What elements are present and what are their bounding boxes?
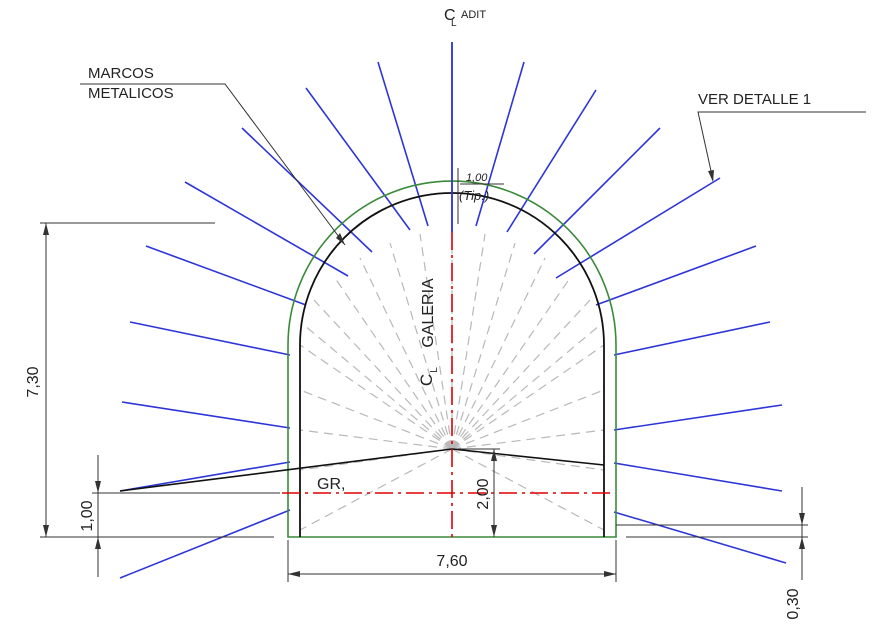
- rock-bolt: [119, 461, 291, 492]
- construction-ray: [451, 257, 546, 450]
- rock-bolt: [305, 87, 411, 231]
- marcos-label-line2: METALICOS: [88, 85, 174, 102]
- tip-label: (Tip.): [459, 188, 489, 203]
- dim-height-left: 1,00: [79, 500, 96, 531]
- construction-ray: [299, 429, 453, 450]
- marcos-label-line1: MARCOS: [88, 65, 154, 82]
- construction-ray: [451, 389, 605, 450]
- rock-bolt: [595, 245, 757, 306]
- rock-bolt: [533, 127, 661, 255]
- rock-bolt: [145, 245, 307, 306]
- marcos-leader-arrow: [336, 233, 345, 245]
- rock-bolt: [129, 321, 291, 356]
- construction-ray: [303, 324, 453, 450]
- ver-detalle-label: VER DETALLE 1: [698, 91, 811, 108]
- dim-200-arrow-bottom: [491, 525, 497, 537]
- construction-ray: [451, 429, 605, 450]
- grade-line-right: [451, 448, 605, 466]
- construction-ray: [389, 242, 453, 450]
- ver-detalle-leader: [697, 111, 866, 181]
- construction-ray: [451, 344, 605, 450]
- dim-height-total: 7,30: [25, 366, 42, 397]
- dim-height-center: 2,00: [475, 478, 492, 509]
- construction-rays: [299, 232, 605, 531]
- gr-label: GR,: [317, 476, 345, 493]
- rock-bolt: [121, 401, 291, 429]
- rock-bolt: [506, 89, 597, 233]
- adit-l-symbol: L: [451, 18, 457, 29]
- rock-bolt: [613, 321, 771, 356]
- galeria-l-symbol: L: [429, 367, 440, 373]
- dim-760-arrow-left: [288, 571, 300, 577]
- dim-730-arrow-top: [43, 223, 49, 235]
- construction-ray: [451, 277, 571, 450]
- adit-c-symbol: C: [444, 7, 456, 24]
- construction-ray: [451, 448, 605, 471]
- construction-ray: [359, 257, 453, 450]
- dim-760-arrow-right: [604, 571, 616, 577]
- dim-100-arrow-top: [95, 481, 101, 493]
- galeria-c-symbol: C: [417, 374, 436, 386]
- construction-ray: [299, 344, 453, 450]
- rock-bolt: [475, 61, 525, 227]
- dim-030-arrow-top: [799, 513, 805, 525]
- construction-ray: [451, 448, 605, 531]
- rock-bolt: [184, 181, 349, 277]
- rock-bolt: [119, 509, 291, 579]
- dim-030-arrow-bottom: [799, 537, 805, 549]
- construction-ray: [313, 299, 453, 450]
- rock-bolt: [613, 404, 783, 431]
- construction-ray: [451, 233, 486, 450]
- construction-ray: [451, 242, 516, 450]
- rock-bolt: [241, 127, 373, 253]
- rock-bolt: [613, 462, 783, 492]
- construction-ray: [451, 324, 601, 450]
- grade-line-left: [119, 448, 453, 492]
- outer-excavation-contour: [287, 180, 617, 538]
- dim-100-arrow-bottom: [95, 537, 101, 549]
- rock-bolt: [555, 177, 721, 279]
- dim-width: 7,60: [436, 553, 467, 570]
- construction-ray: [299, 448, 453, 531]
- rock-bolt: [377, 61, 429, 227]
- tip-spacing-value: 1,00: [466, 172, 488, 184]
- dim-floor-right: 0,30: [785, 588, 802, 619]
- rock-bolts: [119, 42, 787, 579]
- construction-ray: [451, 299, 591, 450]
- construction-ray: [299, 448, 453, 471]
- construction-ray: [334, 277, 453, 450]
- construction-ray: [419, 233, 453, 450]
- galeria-label: GALERIA: [420, 278, 437, 348]
- dim-730-arrow-bottom: [43, 525, 49, 537]
- adit-label: ADIT: [461, 9, 486, 21]
- ver-detalle-arrow: [708, 170, 714, 182]
- marcos-leader: [80, 83, 346, 246]
- dim-200-arrow-top: [491, 449, 497, 461]
- construction-ray: [299, 389, 453, 450]
